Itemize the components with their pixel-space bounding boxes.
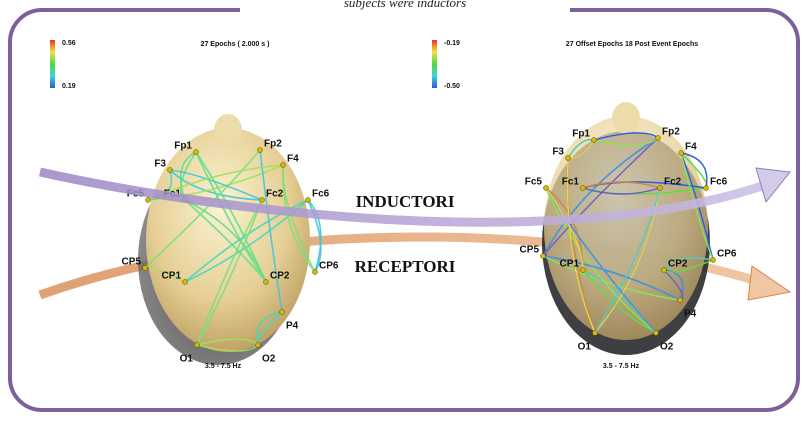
electrode-label: O1 [180, 354, 194, 365]
electrode-label: O2 [660, 342, 674, 353]
electrode-label: F4 [685, 142, 697, 153]
electrode [679, 151, 684, 156]
colorbar-min: -0.50 [444, 83, 460, 90]
electrode-label: F4 [287, 154, 299, 165]
electrode-label: CP1 [162, 271, 182, 282]
electrode-label: CP2 [668, 259, 688, 270]
electrode-label: CP6 [717, 249, 737, 260]
electrode-label: Fp1 [572, 129, 590, 140]
electrode-label: O2 [262, 354, 276, 365]
electrode [168, 168, 173, 173]
electrode-label: Fc2 [266, 189, 284, 200]
electrode-label: CP5 [122, 257, 142, 268]
electrode [654, 331, 659, 336]
electrode-label: Fc6 [312, 189, 330, 200]
electrode [256, 343, 261, 348]
panel-title: 27 Offset Epochs 18 Post Event Epochs [566, 41, 698, 48]
electrode [662, 268, 667, 273]
electrode-label: Fc2 [664, 177, 682, 188]
caption: subjects were inductors [344, 0, 466, 10]
electrode [544, 186, 549, 191]
electrode [313, 270, 318, 275]
electrode [195, 343, 200, 348]
electrode [194, 150, 199, 155]
colorbar [432, 40, 437, 88]
electrode [711, 258, 716, 263]
electrode-label: F3 [154, 159, 166, 170]
electrode [581, 186, 586, 191]
electrode-label: CP6 [319, 261, 339, 272]
electrode-label: F3 [552, 147, 564, 158]
electrode-label: Fc6 [710, 177, 728, 188]
electrode-label: Fp2 [264, 139, 282, 150]
electrode [260, 198, 265, 203]
receptors-label: RECEPTORI [355, 257, 456, 276]
electrode-label: CP5 [520, 245, 540, 256]
electrode-label: O1 [578, 342, 592, 353]
electrode [281, 163, 286, 168]
electrode [593, 331, 598, 336]
electrode-label: P4 [286, 321, 299, 332]
electrode [258, 148, 263, 153]
electrode-label: Fp2 [662, 127, 680, 138]
electrode [658, 186, 663, 191]
electrode-label: Fp1 [174, 141, 192, 152]
band-label: 3.5 - 7.5 Hz [603, 363, 640, 370]
nose [612, 102, 640, 134]
band-label: 3.5 - 7.5 Hz [205, 363, 242, 370]
electrode [541, 254, 546, 259]
electrode [704, 186, 709, 191]
electrode [581, 268, 586, 273]
electrode [264, 280, 269, 285]
figure: subjects were inductors 0.56 0.19 27 Epoch… [0, 0, 809, 419]
panel-title: 27 Epochs ( 2.000 s ) [201, 41, 270, 48]
electrode [280, 310, 285, 315]
electrode [566, 156, 571, 161]
inductors-label: INDUCTORI [356, 192, 455, 211]
colorbar-min: 0.19 [62, 83, 76, 90]
electrode [656, 136, 661, 141]
colorbar [50, 40, 55, 88]
electrode [183, 280, 188, 285]
electrode-label: CP2 [270, 271, 290, 282]
electrode [146, 198, 151, 203]
electrode-label: CP1 [560, 259, 580, 270]
colorbar-max: -0.19 [444, 40, 460, 47]
electrode-label: Fc1 [562, 177, 580, 188]
electrode [306, 198, 311, 203]
electrode-label: P4 [684, 309, 697, 320]
electrode [678, 298, 683, 303]
colorbar-max: 0.56 [62, 40, 76, 47]
nose [214, 114, 242, 146]
electrode-label: Fc5 [525, 177, 543, 188]
electrode [143, 266, 148, 271]
electrode [592, 138, 597, 143]
